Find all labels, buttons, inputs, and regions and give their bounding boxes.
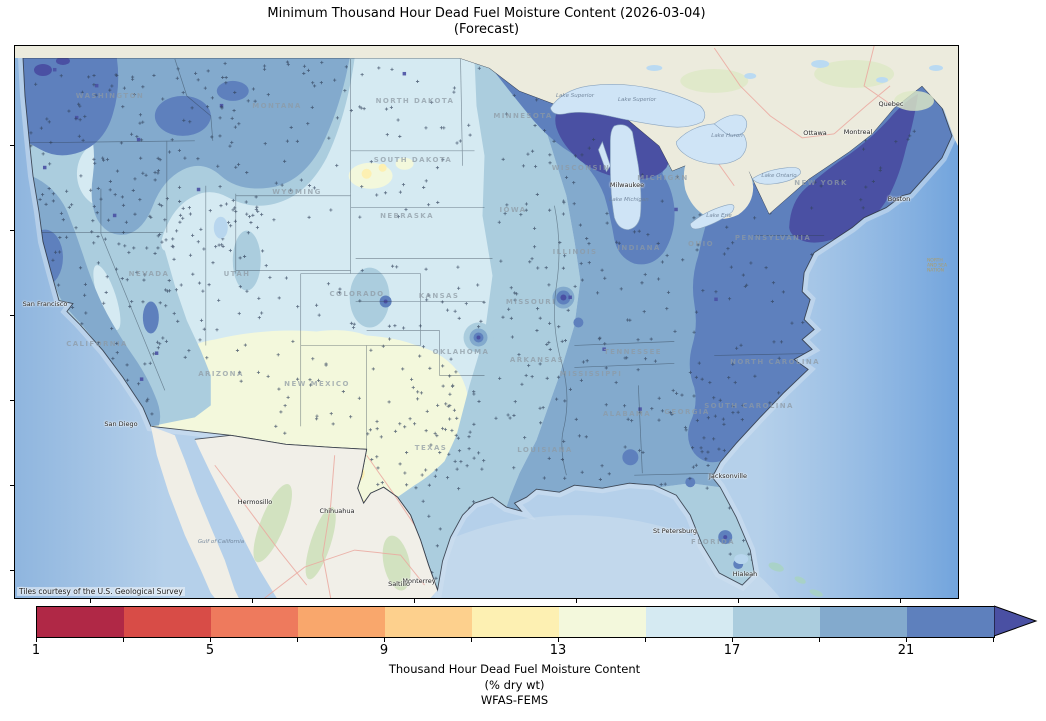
attribution: Tiles courtesy of the U.S. Geological Su…: [17, 587, 185, 596]
colorbar-segment: [646, 607, 733, 637]
bahamas-banks: [768, 562, 823, 597]
map-canvas: San Francisco San Diego Milwaukee Jacksonvi…: [14, 45, 959, 599]
map-image: [15, 46, 958, 598]
colorbar-segment: [472, 607, 559, 637]
great-lakes: [550, 84, 801, 230]
colorbar-tick: [731, 637, 733, 642]
colorbar-tick: [644, 637, 646, 642]
colorbar-segment: [124, 607, 211, 637]
lake-erie: [689, 204, 735, 230]
canada-land: [15, 46, 958, 219]
page-title: Minimum Thousand Hour Dead Fuel Moisture…: [14, 6, 959, 38]
colorbar-tick-label: 17: [723, 643, 741, 658]
map-y-tick: [10, 400, 14, 401]
colorbar-tick: [296, 637, 298, 642]
colorbar-segment: [820, 607, 907, 637]
map-y-tick: [10, 315, 14, 316]
state-boundaries: [24, 58, 825, 476]
colorbar: [36, 606, 995, 638]
colorbar-tick-label: 13: [549, 643, 567, 658]
map-y-tick: [10, 230, 14, 231]
colorbar-tick-label: 21: [897, 643, 915, 658]
title-line2: (Forecast): [453, 22, 520, 37]
colorbar-tick: [905, 637, 907, 642]
colorbar-tick-label: 9: [379, 643, 389, 658]
lake-superior: [550, 84, 706, 128]
colorbar-tick: [557, 637, 559, 642]
colorbar-axis: 1 5 9 13 17 21: [32, 637, 994, 661]
colorbar-tick: [470, 637, 472, 642]
gulf-shelf: [368, 515, 780, 598]
colorbar-tick-label: 5: [205, 643, 215, 658]
colorbar-extend-arrow: [994, 605, 1038, 637]
map-x-tick: [900, 599, 901, 603]
title-line1: Minimum Thousand Hour Dead Fuel Moisture…: [267, 6, 706, 21]
colorbar-segment: [211, 607, 298, 637]
colorbar-segment: [559, 607, 646, 637]
colorbar-tick: [992, 637, 994, 642]
colorbar-caption: Thousand Hour Dead Fuel Moisture Content…: [36, 662, 993, 709]
map-y-tick: [10, 570, 14, 571]
colorbar-segment: [733, 607, 820, 637]
lake-okeechobee: [734, 554, 749, 565]
colorbar-tick: [122, 637, 124, 642]
great-salt-lake: [213, 216, 228, 239]
colorbar-tick: [818, 637, 820, 642]
station-squares: [42, 67, 718, 411]
mexico-land: [150, 426, 438, 598]
lake-michigan: [610, 124, 642, 230]
colorbar-tick: [209, 637, 211, 642]
station-bullseyes: [379, 286, 744, 570]
caption-line1: Thousand Hour Dead Fuel Moisture Content: [388, 662, 641, 676]
colorbar-segment: [298, 607, 385, 637]
caption-line2: (% dry wt): [484, 677, 545, 692]
colorbar-tick: [383, 637, 385, 642]
caption-line3: WFAS-FEMS: [480, 693, 549, 707]
map-x-tick: [90, 599, 91, 603]
us-mexico-border: [194, 434, 438, 591]
map-x-tick: [576, 599, 577, 603]
georgian-bay: [713, 114, 748, 136]
baja-california: [150, 426, 239, 598]
colorbar-segment: [907, 607, 994, 637]
colorbar-segment: [385, 607, 472, 637]
map-x-tick: [252, 599, 253, 603]
map-y-tick: [10, 145, 14, 146]
mexico-roads: [214, 454, 425, 598]
colorbar-tick-label: 1: [31, 643, 41, 658]
colorbar-tick: [35, 637, 37, 642]
map-y-tick: [10, 485, 14, 486]
green-bay: [598, 141, 611, 173]
map-x-tick: [738, 599, 739, 603]
colorbar-segment: [37, 607, 124, 637]
lake-ontario: [751, 167, 801, 185]
map-x-tick: [414, 599, 415, 603]
